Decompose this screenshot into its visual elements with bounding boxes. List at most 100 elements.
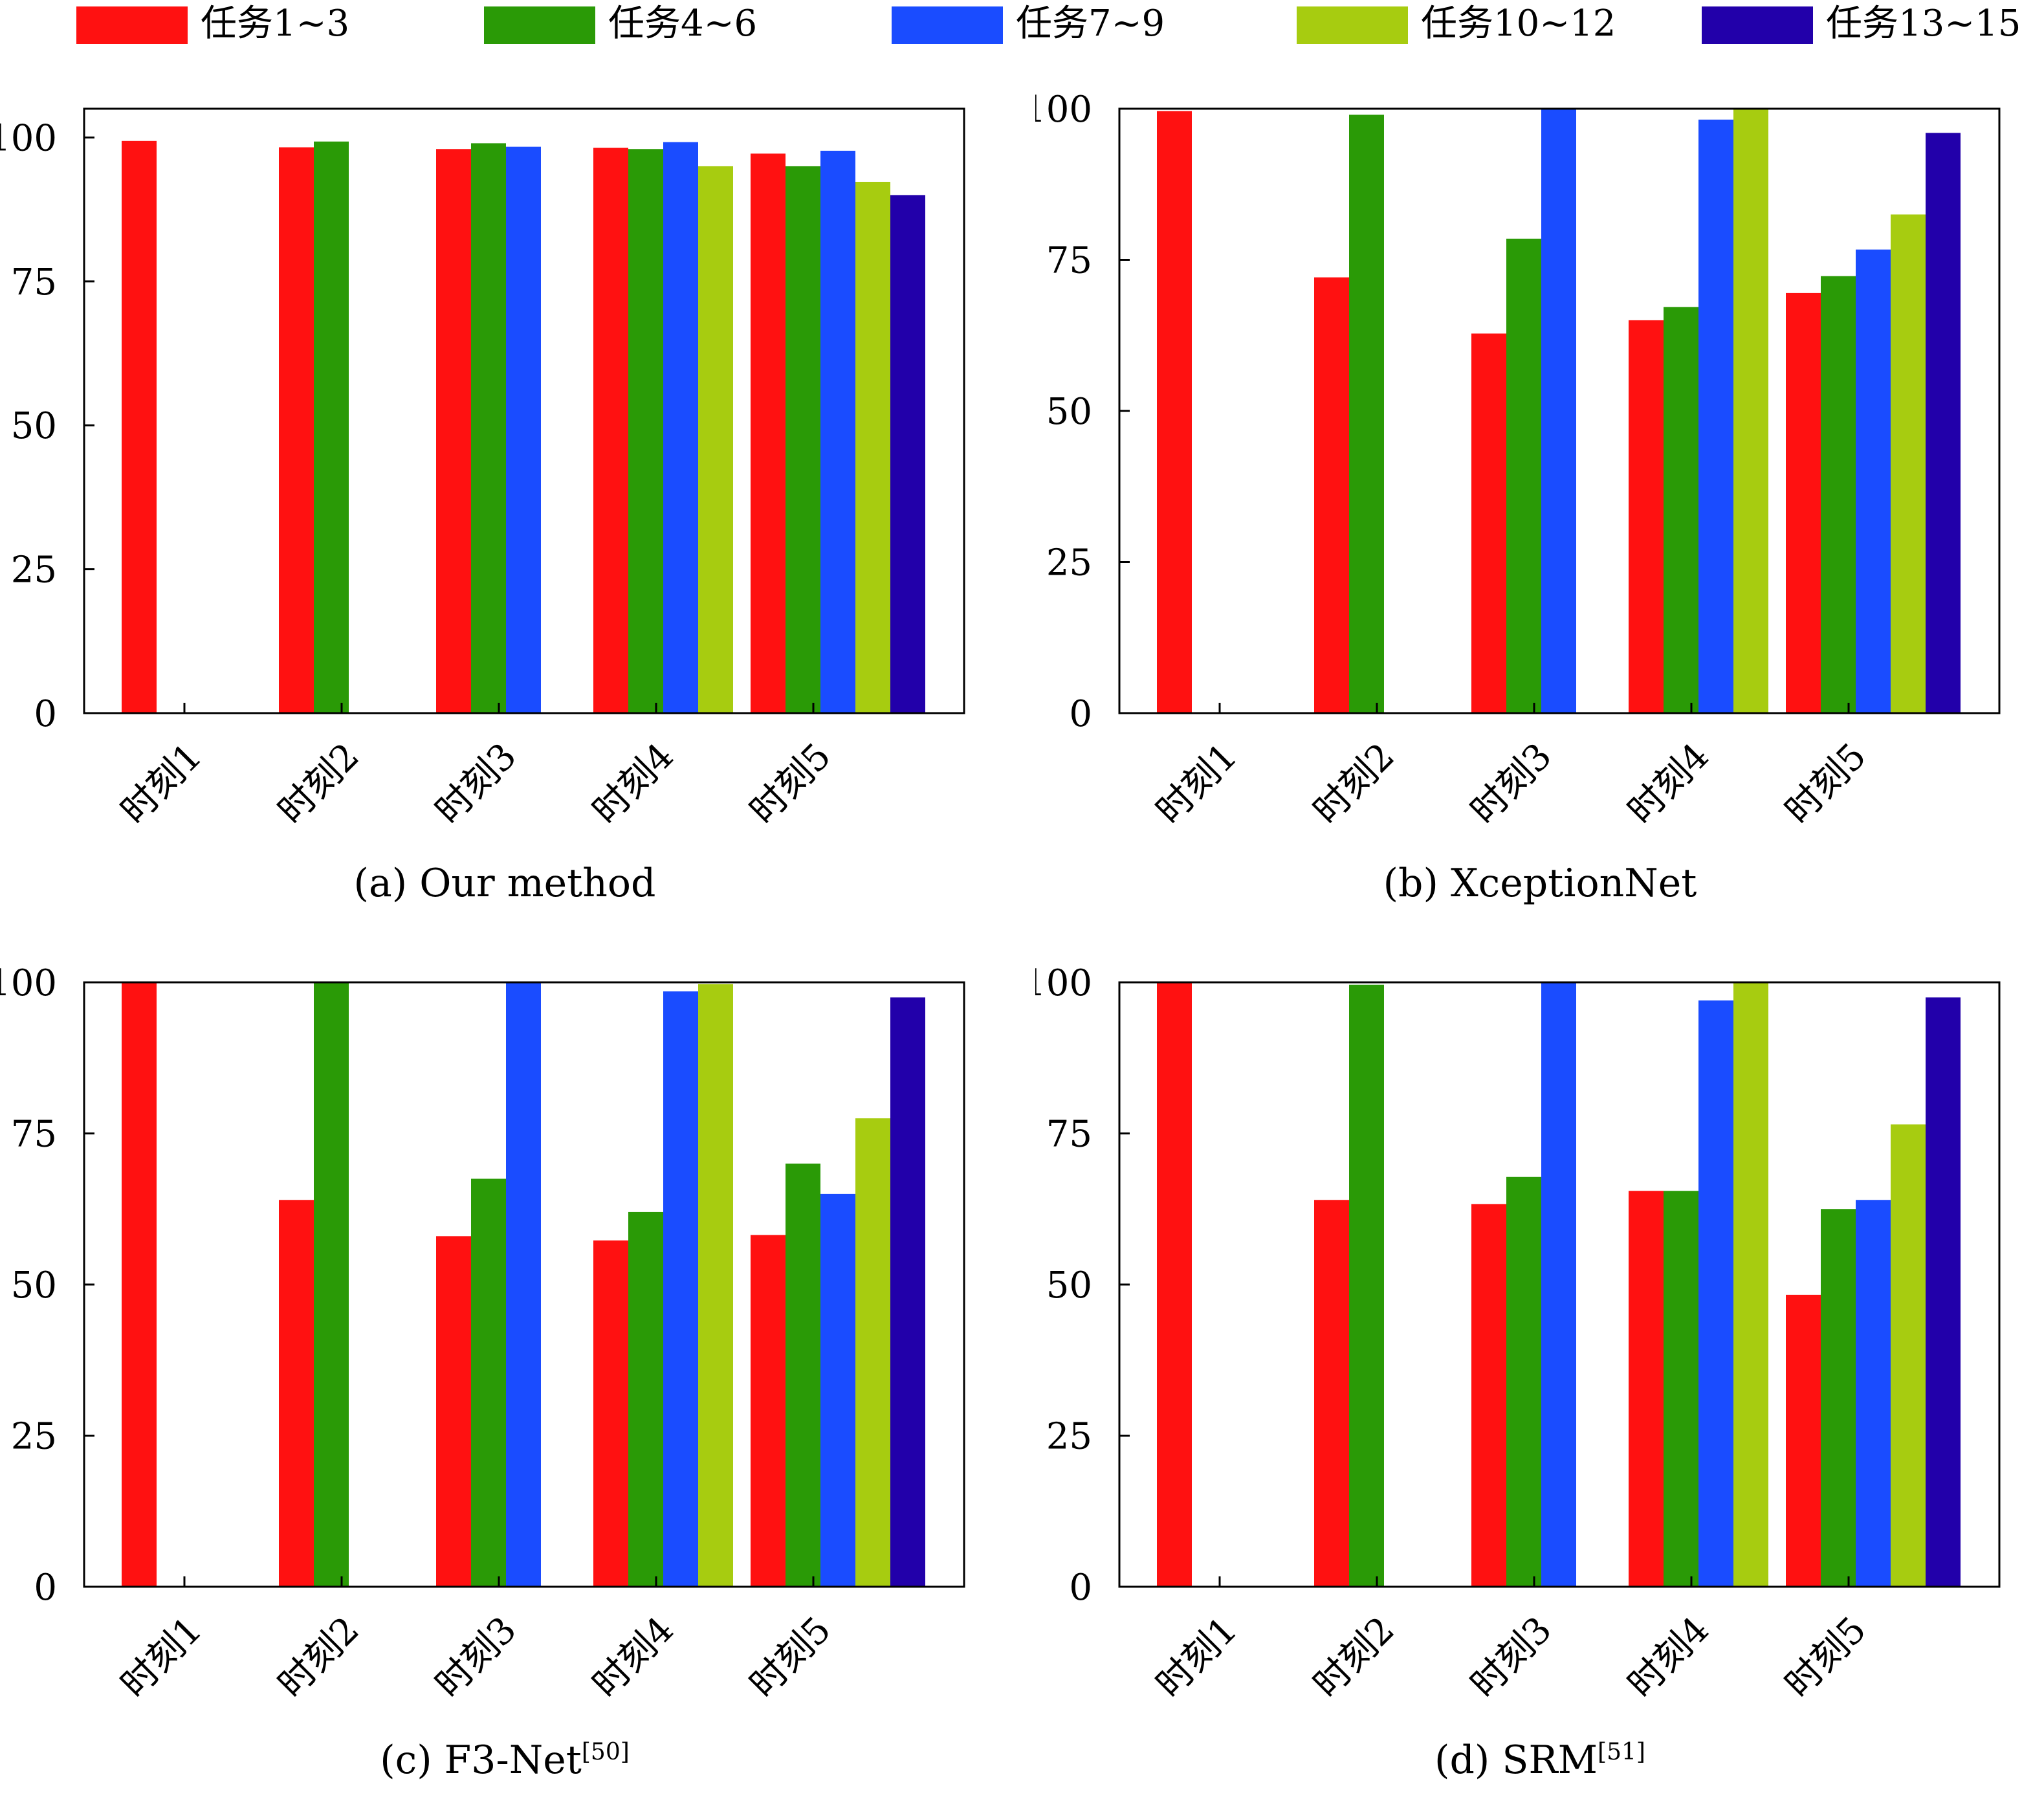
bar xyxy=(1926,997,1961,1587)
chart-panel-our-method: 0 25 50 75 100 时刻1 时刻2 时刻3 时刻4 时刻5 (a) Our method xyxy=(0,52,1009,919)
bar xyxy=(663,142,698,713)
bar xyxy=(698,984,733,1587)
bar xyxy=(506,146,541,714)
bar xyxy=(855,1118,890,1587)
y-tick-label: 100 xyxy=(0,117,57,159)
x-tick-label: 时刻4 xyxy=(585,735,682,832)
bar xyxy=(1157,982,1192,1587)
y-tick-label: 50 xyxy=(11,405,57,447)
y-tick-label: 25 xyxy=(11,549,57,591)
bar xyxy=(593,148,628,714)
bar xyxy=(628,1211,663,1587)
bar xyxy=(855,181,890,713)
bar xyxy=(663,991,698,1587)
y-tick-label: 0 xyxy=(34,1567,57,1609)
legend-swatch xyxy=(892,6,1003,44)
x-tick-label: 时刻2 xyxy=(270,735,368,832)
y-tick-label: 25 xyxy=(11,1416,57,1458)
y-tick-label: 50 xyxy=(1046,391,1092,433)
bar xyxy=(436,149,471,713)
y-tick-label: 100 xyxy=(1035,962,1092,1004)
bar xyxy=(890,997,925,1587)
x-tick-label: 时刻1 xyxy=(1148,1609,1246,1706)
bar xyxy=(1698,119,1733,713)
bar xyxy=(786,1164,820,1587)
y-tick-label: 0 xyxy=(34,693,57,735)
x-tick-label: 时刻2 xyxy=(270,1609,368,1706)
x-tick-label: 时刻1 xyxy=(113,1609,210,1706)
y-tick-label: 50 xyxy=(1046,1264,1092,1307)
x-tick-label: 时刻2 xyxy=(1306,1609,1403,1706)
bar xyxy=(1629,320,1664,713)
bar xyxy=(1506,1176,1541,1587)
legend-label: 任务4~6 xyxy=(608,3,758,45)
bar xyxy=(1541,982,1576,1587)
chart-panel-f3-net: 0 25 50 75 100 时刻1 时刻2 时刻3 时刻4 时刻5 (c) F3-Net[50] xyxy=(0,925,1009,1793)
bar xyxy=(279,1200,314,1587)
bar xyxy=(1926,133,1961,714)
bar xyxy=(1891,214,1926,713)
bar xyxy=(820,150,855,713)
bar xyxy=(279,147,314,714)
y-tick-label: 75 xyxy=(1046,240,1092,282)
bar xyxy=(471,143,506,713)
bar xyxy=(1821,276,1856,713)
x-tick-label: 时刻5 xyxy=(1777,1609,1874,1706)
bar xyxy=(628,149,663,713)
chart-panel-xceptionnet: 0 25 50 75 100 时刻1 时刻2 时刻3 时刻4 时刻5 (b) XceptionNe… xyxy=(1035,52,2044,919)
bar xyxy=(314,141,349,713)
bar xyxy=(1349,115,1384,714)
chart-caption: (b) XceptionNet xyxy=(1383,861,1697,906)
bar xyxy=(436,1236,471,1587)
y-tick-label: 75 xyxy=(11,1114,57,1156)
legend-swatch xyxy=(484,6,595,44)
bar xyxy=(1698,1000,1733,1587)
chart-caption: (d) SRM[51] xyxy=(1434,1738,1645,1783)
y-tick-label: 75 xyxy=(1046,1114,1092,1156)
bar-chart: 0 25 50 75 100 时刻1 时刻2 时刻3 时刻4 时刻5 xyxy=(0,962,965,1706)
x-tick-label: 时刻5 xyxy=(1777,735,1874,832)
bar xyxy=(1664,1191,1698,1587)
x-tick-label: 时刻5 xyxy=(742,1609,839,1706)
y-tick-label: 25 xyxy=(1046,1416,1092,1458)
bar xyxy=(698,166,733,713)
bar xyxy=(122,982,157,1587)
x-tick-label: 时刻4 xyxy=(585,1609,682,1706)
bar-chart: 0 25 50 75 100 时刻1 时刻2 时刻3 时刻4 时刻5 xyxy=(0,107,965,832)
chart-caption: (c) F3-Net[50] xyxy=(380,1738,630,1783)
bar xyxy=(1733,982,1768,1587)
x-tick-label: 时刻5 xyxy=(742,735,839,832)
bar xyxy=(122,140,157,713)
bar xyxy=(890,195,925,713)
plot-frame xyxy=(83,107,965,714)
x-tick-label: 时刻2 xyxy=(1306,735,1403,832)
y-tick-label: 75 xyxy=(11,261,57,304)
y-tick-label: 0 xyxy=(1069,1567,1092,1609)
bar xyxy=(314,982,349,1587)
legend-label: 任务1~3 xyxy=(201,3,350,45)
bar xyxy=(1786,292,1821,713)
legend-label: 任务10~12 xyxy=(1421,3,1616,45)
chart-panel-srm: 0 25 50 75 100 时刻1 时刻2 时刻3 时刻4 时刻5 (d) SRM[51] xyxy=(1035,925,2044,1793)
bar xyxy=(1629,1191,1664,1587)
x-tick-label: 时刻3 xyxy=(428,1609,525,1706)
legend: 任务1~3 任务4~6 任务7~9 任务10~12 任务13~15 xyxy=(0,0,2044,52)
x-tick-label: 时刻1 xyxy=(1148,735,1246,832)
bar xyxy=(1856,249,1891,713)
bar xyxy=(1471,333,1506,713)
bar xyxy=(1349,984,1384,1587)
bar-chart: 0 25 50 75 100 时刻1 时刻2 时刻3 时刻4 时刻5 xyxy=(1035,962,2001,1706)
bar xyxy=(751,153,786,713)
bar xyxy=(1314,277,1349,713)
x-tick-label: 时刻3 xyxy=(1463,735,1560,832)
legend-swatch xyxy=(1702,6,1813,44)
bar xyxy=(786,166,820,713)
x-tick-label: 时刻4 xyxy=(1620,1609,1717,1706)
legend-swatch xyxy=(76,6,188,44)
bar xyxy=(820,1193,855,1587)
bar xyxy=(1157,111,1192,714)
bar xyxy=(1471,1204,1506,1587)
bar xyxy=(1821,1209,1856,1587)
y-tick-label: 100 xyxy=(0,962,57,1004)
y-tick-label: 25 xyxy=(1046,542,1092,584)
